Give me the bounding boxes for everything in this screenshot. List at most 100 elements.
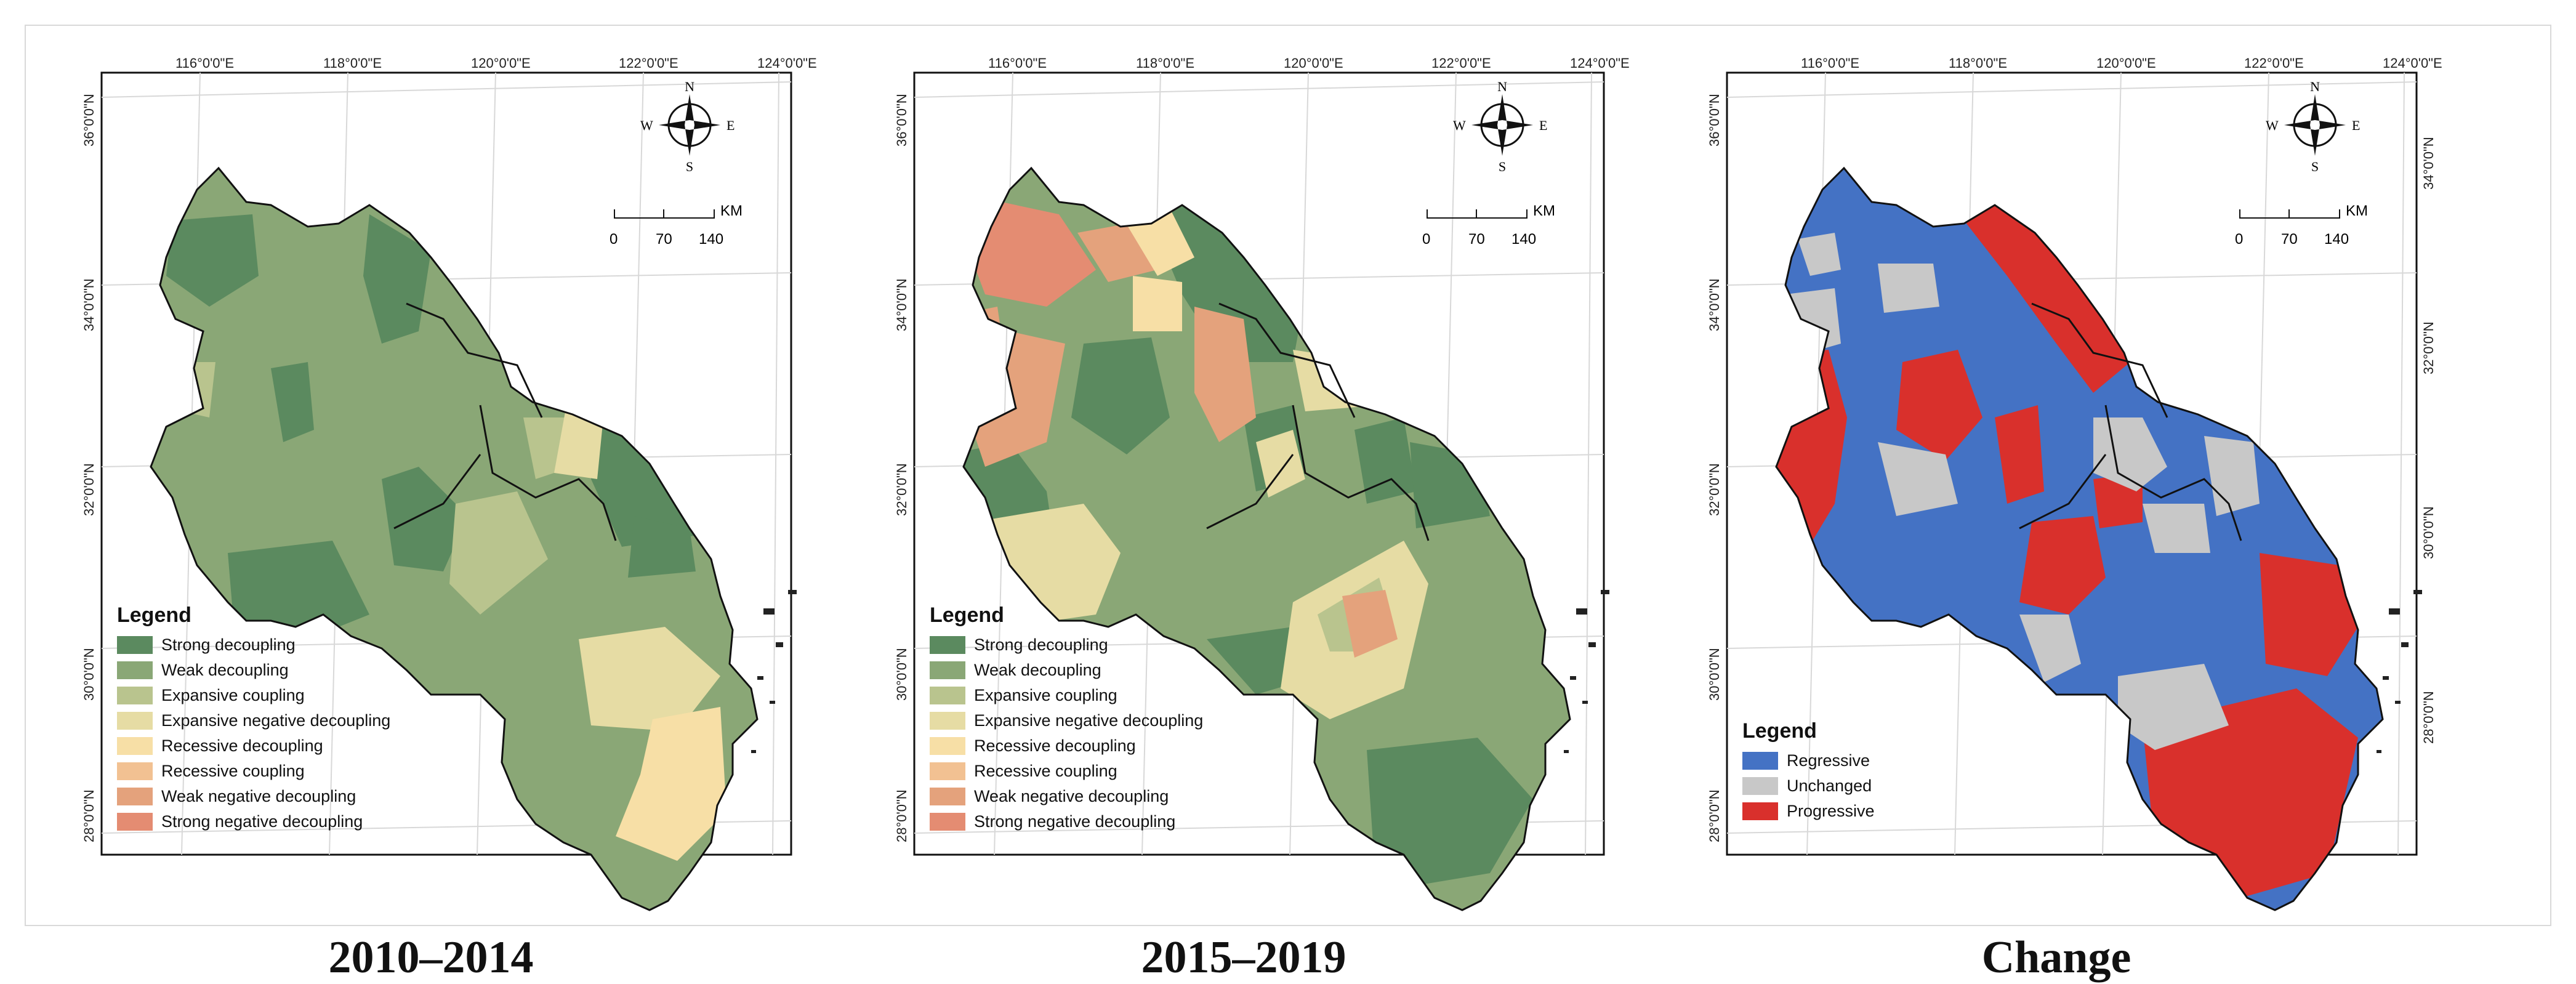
legend-label: Expansive coupling: [974, 686, 1117, 704]
legend-item: Weak decoupling: [117, 658, 390, 683]
map-panel-change: N S E W KM 0 70 140 116°0'0"E 118°0'0"E …: [1675, 55, 2442, 983]
lon-label: 124°0'0"E: [757, 55, 817, 71]
legend-item: Recessive decoupling: [117, 733, 390, 759]
lat-label: 34°0'0"N: [894, 278, 909, 331]
legend-item: Strong negative decoupling: [930, 809, 1203, 834]
scale-tick-0: 0: [610, 231, 618, 248]
lon-label: 118°0'0"E: [323, 55, 382, 71]
legend-item: Weak negative decoupling: [117, 784, 390, 809]
legend-label: Regressive: [1787, 751, 1870, 770]
compass-s: S: [1499, 159, 1506, 174]
legend-swatch: [1742, 802, 1778, 820]
legend-item: Progressive: [1742, 799, 1875, 824]
compass-n: N: [2310, 79, 2320, 94]
lon-label: 120°0'0"E: [471, 55, 531, 71]
legend-item: Expansive negative decoupling: [930, 708, 1203, 733]
figure-frame: [25, 25, 2551, 926]
legend-swatch: [930, 687, 965, 704]
lat-label: 30°0'0"N: [894, 648, 909, 701]
compass: N S E W: [1453, 79, 1547, 174]
compass-n: N: [685, 79, 694, 94]
lat-label-right: 30°0'0"N: [2421, 506, 2436, 559]
legend-label: Strong decoupling: [974, 635, 1108, 654]
scale-unit: KM: [2346, 203, 2368, 219]
map-2010-2014: N S E W KM 0 70 140 116°0'0"E 118°0'0"E …: [81, 55, 817, 911]
compass: N S E W: [2266, 79, 2360, 174]
legend-label: Expansive coupling: [161, 686, 305, 704]
legend-item: Weak decoupling: [930, 658, 1203, 683]
scale-tick-140: 140: [2324, 231, 2349, 248]
lon-label: 118°0'0"E: [1136, 55, 1194, 71]
legend-swatch: [117, 687, 153, 704]
legend-swatch: [930, 661, 965, 679]
caption-change: Change: [1981, 932, 2131, 983]
legend-label: Expansive negative decoupling: [974, 711, 1204, 730]
legend-swatch: [930, 712, 965, 730]
legend-title: Legend: [1742, 719, 1817, 743]
legend-swatch: [117, 813, 153, 831]
lat-label-right: 34°0'0"N: [2421, 137, 2436, 190]
lat-label: 28°0'0"N: [1707, 789, 1722, 842]
lat-label: 32°0'0"N: [1707, 463, 1722, 516]
legend-label: Weak negative decoupling: [974, 787, 1169, 805]
legend-item: Weak negative decoupling: [930, 784, 1203, 809]
legend-swatch: [1742, 777, 1778, 795]
compass-w: W: [640, 118, 653, 133]
legend-swatch: [117, 788, 153, 805]
scale-tick-0: 0: [2235, 231, 2243, 248]
legend-title: Legend: [117, 603, 191, 627]
compass-w: W: [2266, 118, 2279, 133]
lat-label: 36°0'0"N: [81, 94, 97, 147]
lat-label: 36°0'0"N: [894, 94, 909, 147]
legend-decoupling-2015: Legend Strong decoupling Weak decoupling E…: [930, 603, 1203, 834]
compass-s: S: [2311, 159, 2319, 174]
legend-item: Recessive coupling: [930, 759, 1203, 784]
scale-tick-70: 70: [656, 231, 672, 248]
legend-change: Legend Regressive Unchanged Progressive: [1742, 719, 1875, 824]
lat-label: 28°0'0"N: [894, 789, 909, 842]
lat-label: 32°0'0"N: [81, 463, 97, 516]
lon-label: 120°0'0"E: [1284, 55, 1343, 71]
legend-swatch: [117, 712, 153, 730]
legend-item: Expansive coupling: [930, 683, 1203, 708]
map-change: N S E W KM 0 70 140 116°0'0"E 118°0'0"E …: [1707, 55, 2442, 911]
legend-swatch: [117, 636, 153, 654]
compass-e: E: [1539, 118, 1547, 133]
scale-bar: KM 0 70 140: [2235, 203, 2368, 248]
lon-label: 116°0'0"E: [175, 55, 234, 71]
caption-2015-2019: 2015–2019: [1141, 932, 1346, 983]
legend-label: Weak negative decoupling: [161, 787, 356, 805]
legend-item: Recessive coupling: [117, 759, 390, 784]
legend-swatch: [117, 762, 153, 780]
lon-label: 120°0'0"E: [2096, 55, 2156, 71]
lon-label: 116°0'0"E: [1801, 55, 1859, 71]
scale-tick-70: 70: [2281, 231, 2298, 248]
legend-item: Strong decoupling: [117, 632, 390, 658]
legend-label: Strong decoupling: [161, 635, 296, 654]
legend-item: Expansive negative decoupling: [117, 708, 390, 733]
lon-label: 116°0'0"E: [988, 55, 1047, 71]
compass-w: W: [1453, 118, 1466, 133]
legend-swatch: [930, 788, 965, 805]
legend-label: Expansive negative decoupling: [161, 711, 391, 730]
compass: N S E W: [640, 79, 735, 174]
map-panel-2010-2014: N S E W KM 0 70 140 116°0'0"E 118°0'0"E …: [49, 55, 817, 983]
scale-tick-70: 70: [1468, 231, 1485, 248]
legend-swatch: [930, 737, 965, 755]
lon-label: 118°0'0"E: [1949, 55, 2007, 71]
compass-n: N: [1497, 79, 1507, 94]
legend-swatch: [930, 813, 965, 831]
compass-s: S: [686, 159, 693, 174]
legend-title: Legend: [930, 603, 1004, 627]
legend-label: Recessive decoupling: [161, 736, 323, 755]
legend-item: Expansive coupling: [117, 683, 390, 708]
caption-2010-2014: 2010–2014: [328, 932, 534, 983]
lat-label: 36°0'0"N: [1707, 94, 1722, 147]
scale-unit: KM: [720, 203, 743, 219]
legend-swatch: [117, 737, 153, 755]
lon-label: 124°0'0"E: [2383, 55, 2442, 71]
lat-label: 34°0'0"N: [1707, 278, 1722, 331]
lon-label: 122°0'0"E: [2244, 55, 2304, 71]
lat-label: 34°0'0"N: [81, 278, 97, 331]
map-2015-2019: N S E W KM 0 70 140 116°0'0"E 118°0'0"E …: [894, 55, 1630, 911]
